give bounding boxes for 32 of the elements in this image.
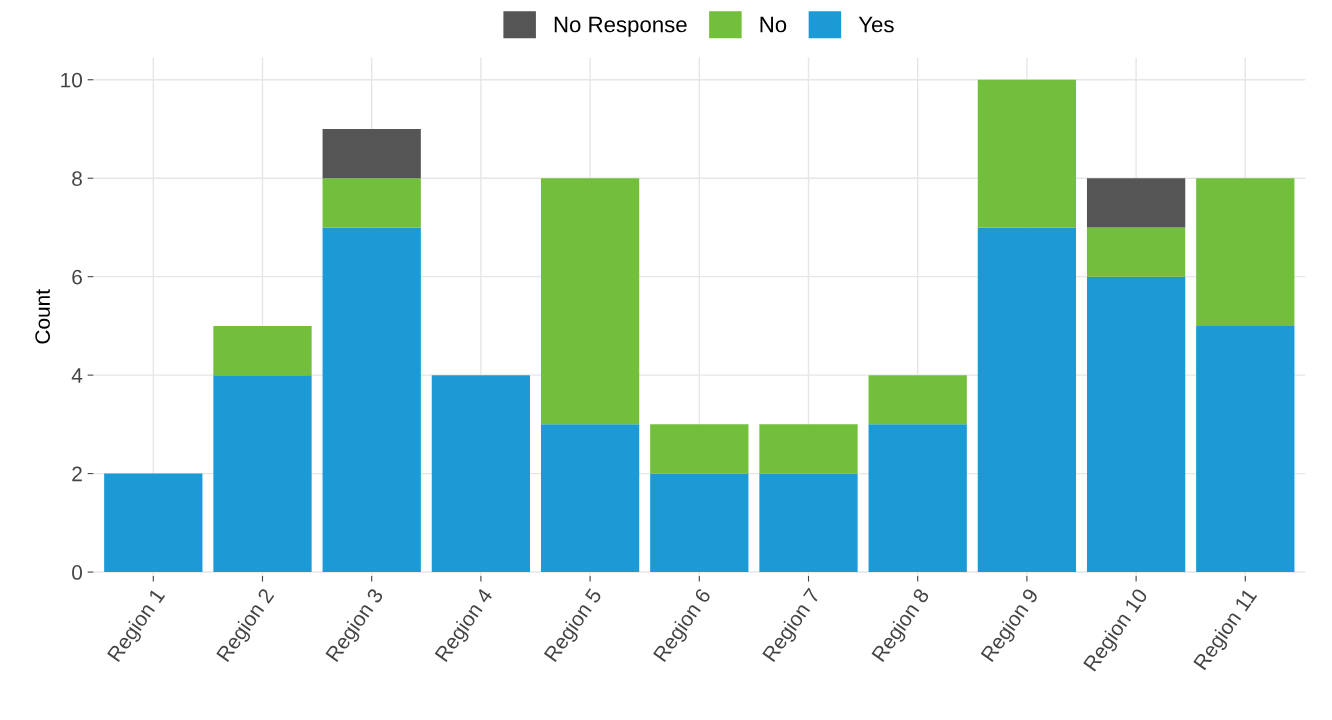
y-tick-label: 8 xyxy=(72,171,82,186)
bar xyxy=(977,227,1077,573)
bar xyxy=(104,473,203,573)
legend-label: No Response xyxy=(554,16,687,37)
bar xyxy=(759,424,858,474)
y-tick-label: 4 xyxy=(71,368,83,383)
bar xyxy=(322,178,421,228)
bar xyxy=(213,375,312,573)
bar xyxy=(540,178,640,425)
bar xyxy=(322,227,421,573)
bar xyxy=(868,375,967,425)
legend-label: No xyxy=(760,16,787,33)
bar xyxy=(540,424,640,573)
bar xyxy=(1086,227,1186,277)
y-tick-label: 10 xyxy=(61,72,83,88)
y-tick-label: 2 xyxy=(72,466,82,482)
bar xyxy=(431,375,531,573)
bar xyxy=(868,424,967,573)
y-axis-title: Count xyxy=(35,289,50,344)
y-tick-label: 0 xyxy=(72,565,83,580)
legend-label: Yes xyxy=(858,16,894,33)
bar xyxy=(322,128,421,179)
bar xyxy=(1086,178,1186,228)
bar xyxy=(213,325,312,376)
bar xyxy=(1196,178,1295,326)
bar xyxy=(650,424,749,474)
bar xyxy=(1196,325,1295,573)
y-tick-label: 6 xyxy=(72,269,82,285)
bar xyxy=(650,473,749,573)
bar xyxy=(1086,276,1186,573)
bar xyxy=(759,473,858,573)
bar xyxy=(977,79,1077,228)
